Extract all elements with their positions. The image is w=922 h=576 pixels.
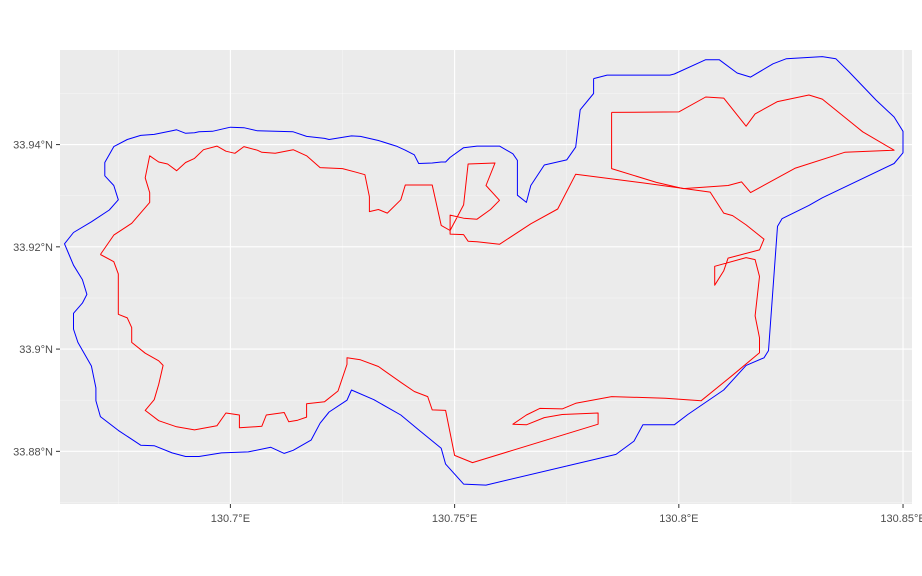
y-tick-label: 33.92°N (13, 242, 53, 254)
x-tick-label: 130.85°E (880, 513, 922, 525)
map-boundaries (64, 56, 904, 486)
red-boundary-line-1 (611, 94, 895, 194)
blue-boundary-line (64, 56, 904, 486)
y-tick-label: 33.88°N (13, 446, 53, 458)
x-tick-label: 130.8°E (659, 513, 698, 525)
y-tick-label: 33.9°N (19, 344, 53, 356)
y-tick-label: 33.94°N (13, 140, 53, 152)
gridlines (60, 50, 912, 504)
red-boundary-line-2 (99, 145, 765, 464)
axes: 130.7°E 130.75°E 130.8°E 130.85°E 33.88°N 33.… (13, 140, 922, 525)
x-tick-label: 130.75°E (432, 513, 477, 525)
x-tick-label: 130.7°E (211, 513, 250, 525)
map-panel (60, 50, 912, 504)
